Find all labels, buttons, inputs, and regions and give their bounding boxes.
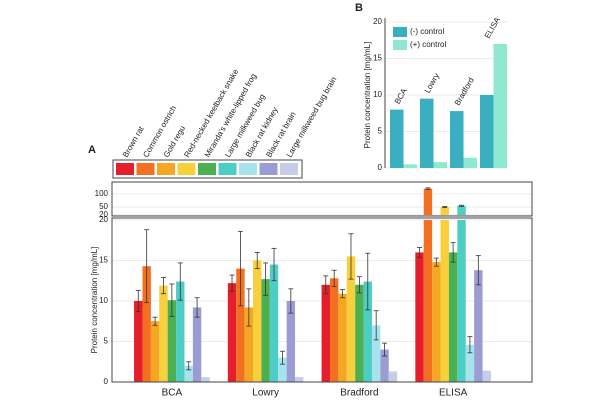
bar — [184, 365, 193, 382]
bar — [295, 377, 304, 382]
y-tick-label: 15 — [373, 54, 382, 63]
y-tick-label: 20 — [99, 215, 108, 224]
bar — [338, 293, 347, 382]
bar — [346, 256, 356, 382]
bar — [432, 262, 441, 382]
y-axis-label: Protein concentration [mg/mL] — [363, 42, 372, 149]
panel-label: A — [88, 144, 96, 156]
bar — [440, 220, 449, 382]
y-tick-label: 5 — [378, 127, 383, 136]
bar — [201, 377, 210, 382]
bar — [192, 307, 202, 382]
legend-swatch — [157, 163, 175, 175]
bar — [261, 279, 270, 382]
bar — [457, 220, 466, 382]
legend-swatch — [259, 163, 278, 175]
bar — [474, 270, 483, 382]
bar — [465, 344, 475, 382]
bar — [448, 252, 458, 382]
bar — [227, 283, 237, 382]
x-tick-label: ELISA — [439, 388, 468, 399]
category-label: Lowry — [423, 72, 441, 95]
bar — [363, 281, 372, 382]
bar — [150, 321, 160, 382]
category-label: ELISA — [483, 15, 502, 40]
panel-label: B — [355, 2, 363, 14]
y-axis-label: Protein concentration [mg/mL] — [90, 247, 99, 354]
bar — [253, 260, 262, 382]
legend-swatch — [280, 163, 298, 175]
y-tick-label: 5 — [104, 337, 109, 346]
y-tick-label: 0 — [104, 377, 109, 386]
y-tick-label: 10 — [99, 296, 108, 305]
legend-swatch — [116, 163, 134, 175]
bar — [380, 349, 389, 382]
y-tick-label: 15 — [99, 256, 108, 265]
bar — [388, 371, 398, 382]
legend-frame — [112, 159, 303, 179]
bar — [269, 264, 279, 382]
bar — [321, 284, 330, 382]
legend-swatch — [136, 163, 155, 175]
x-tick-label: Bradford — [340, 388, 378, 399]
y-tick-label: 20 — [373, 17, 382, 26]
bar — [463, 157, 477, 168]
legend-label: (+) control — [410, 40, 446, 49]
bar — [167, 300, 177, 382]
y-tick-label: 0 — [378, 163, 383, 172]
legend-swatch — [239, 163, 257, 175]
y-tick-label: 10 — [373, 90, 382, 99]
legend-swatch — [393, 40, 407, 50]
bar — [142, 266, 151, 382]
category-label: Bradford — [453, 76, 476, 107]
bar — [423, 188, 433, 215]
bar — [420, 98, 434, 168]
y-tick-label: 100 — [95, 189, 109, 198]
bar — [134, 301, 143, 382]
bar — [371, 325, 381, 382]
bar — [403, 164, 417, 168]
bar — [423, 220, 433, 382]
y-tick-label: 20 — [99, 210, 108, 219]
bar — [415, 252, 424, 382]
bar — [236, 268, 245, 382]
bar — [450, 111, 464, 168]
bar — [278, 357, 287, 382]
bar — [390, 109, 404, 168]
bar — [329, 278, 339, 382]
frame — [111, 181, 533, 217]
x-tick-label: Lowry — [252, 388, 279, 399]
frame — [111, 217, 533, 383]
x-tick-label: BCA — [162, 388, 183, 399]
bar — [244, 307, 254, 382]
legend-swatch — [177, 163, 196, 175]
bar — [176, 281, 185, 382]
legend-label: (-) control — [410, 27, 444, 36]
bar — [493, 43, 507, 168]
legend-swatch — [218, 163, 237, 175]
bar — [355, 284, 364, 382]
bar — [482, 370, 491, 382]
y-tick-label: 50 — [99, 202, 108, 211]
bar — [159, 285, 168, 382]
bar — [433, 162, 447, 168]
bar — [440, 207, 449, 215]
bar — [480, 95, 494, 168]
legend-swatch — [393, 27, 407, 37]
category-label: BCA — [393, 86, 409, 105]
bar — [286, 301, 296, 382]
legend-swatch — [198, 163, 216, 175]
bar — [457, 205, 466, 215]
